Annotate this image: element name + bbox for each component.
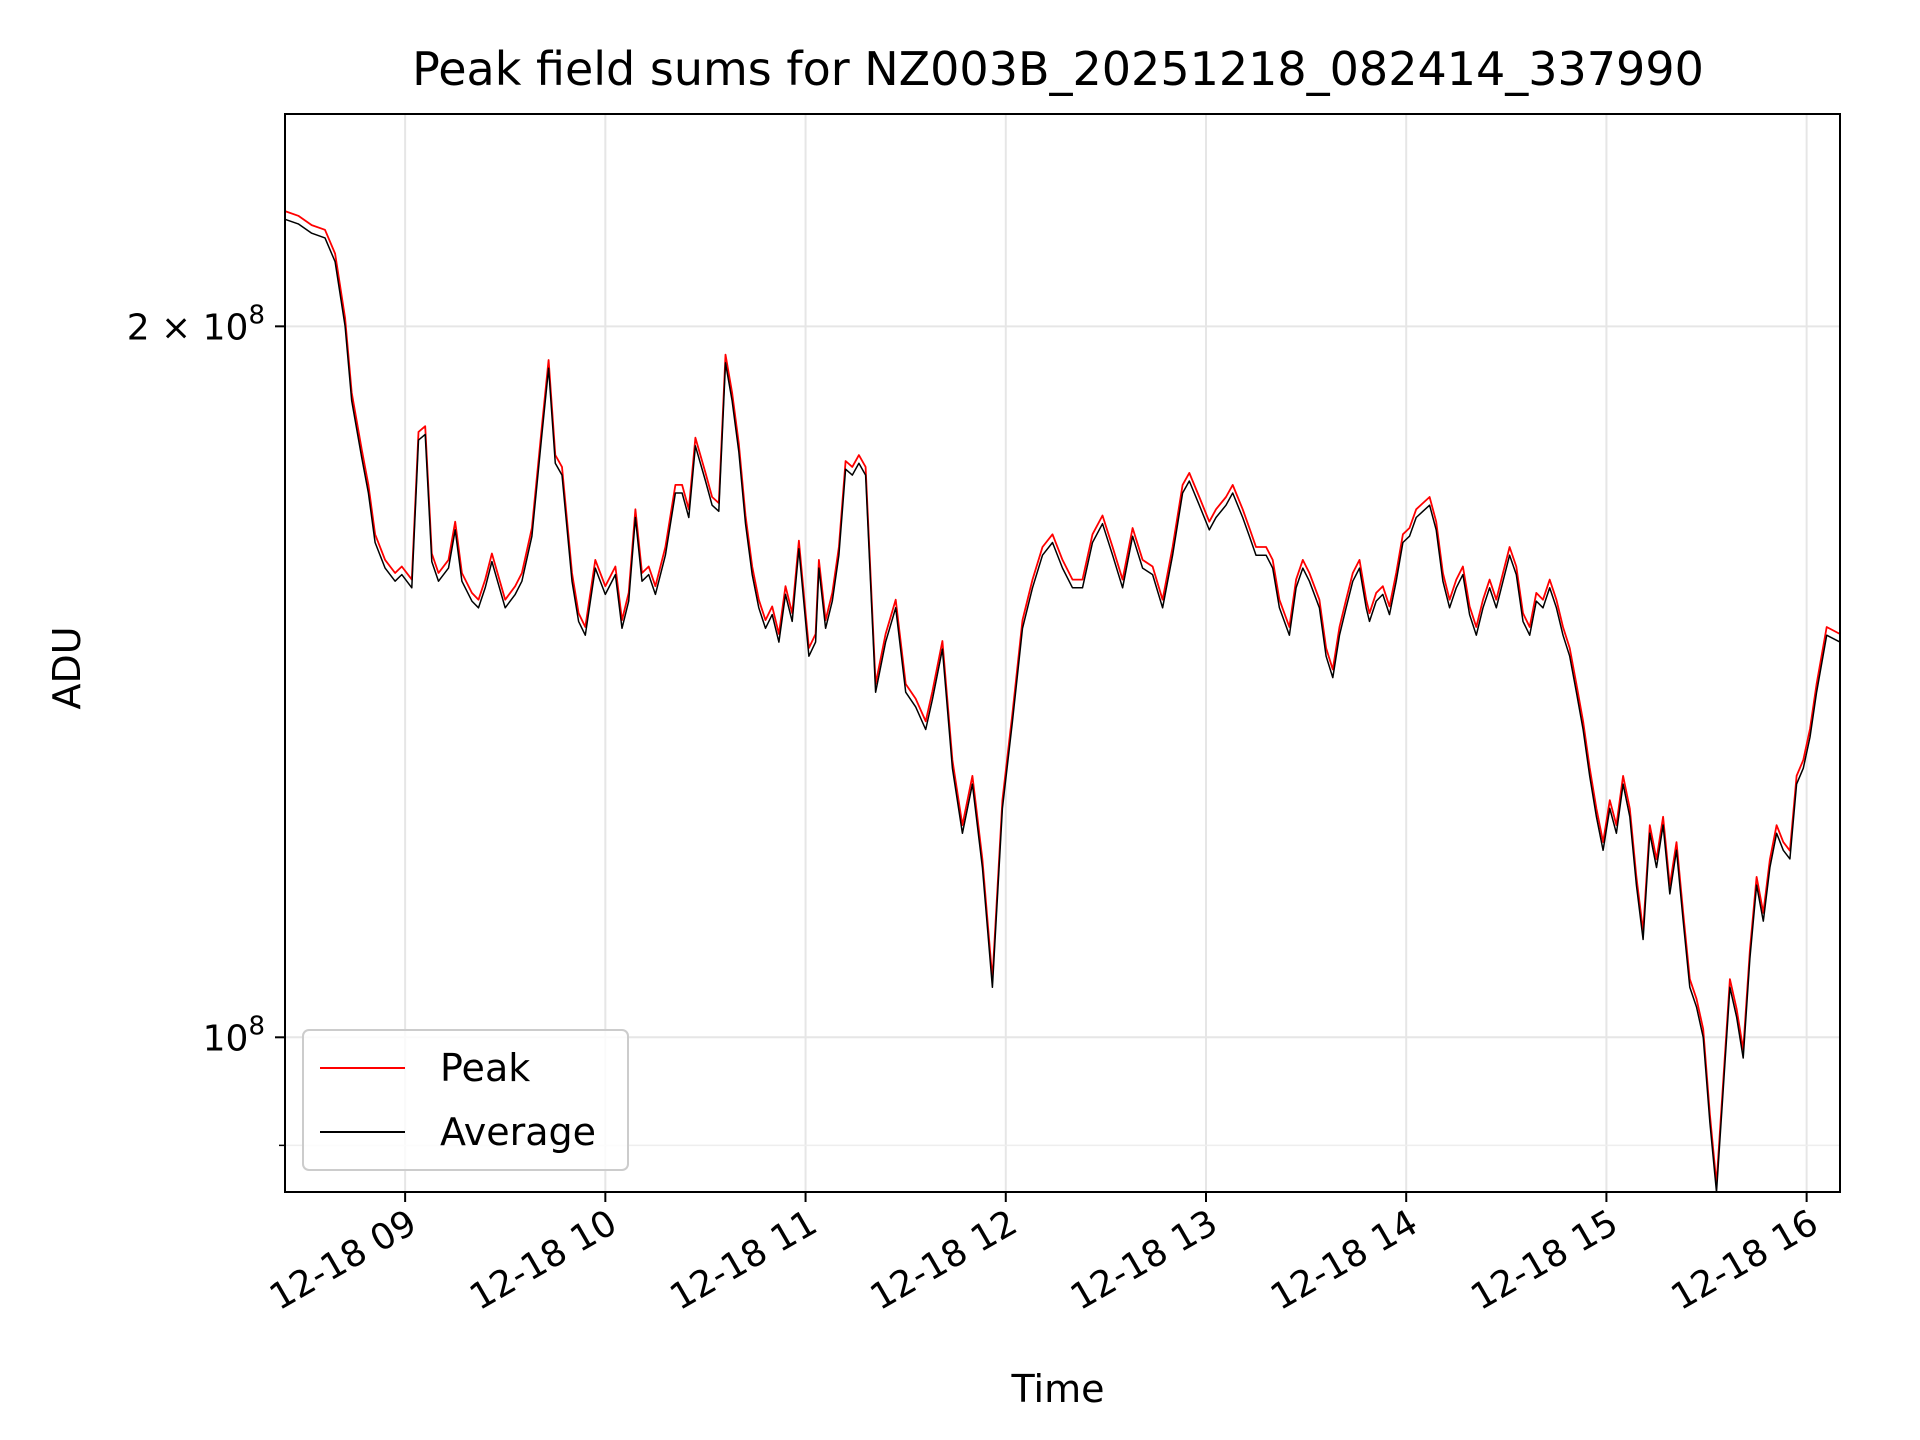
- y-axis: 2 × 108 108: [127, 300, 285, 1147]
- series-line-average: [284, 218, 1841, 1193]
- y-tick-label: 2 × 108: [127, 300, 265, 348]
- legend-label-peak: Peak: [440, 1046, 530, 1090]
- legend-box: [302, 1029, 629, 1171]
- chart-title: Peak field sums for NZ003B_20251218_0824…: [412, 42, 1704, 96]
- x-axis-label: Time: [1011, 1367, 1105, 1411]
- legend-label-average: Average: [440, 1110, 596, 1154]
- series-line-peak: [284, 210, 1841, 1185]
- series-layer: [284, 210, 1841, 1193]
- axes-frame: [284, 113, 1841, 1193]
- y-tick-label: 108: [203, 1011, 265, 1059]
- y-axis-label: ADU: [45, 626, 89, 709]
- legend: Peak Average: [302, 1029, 629, 1171]
